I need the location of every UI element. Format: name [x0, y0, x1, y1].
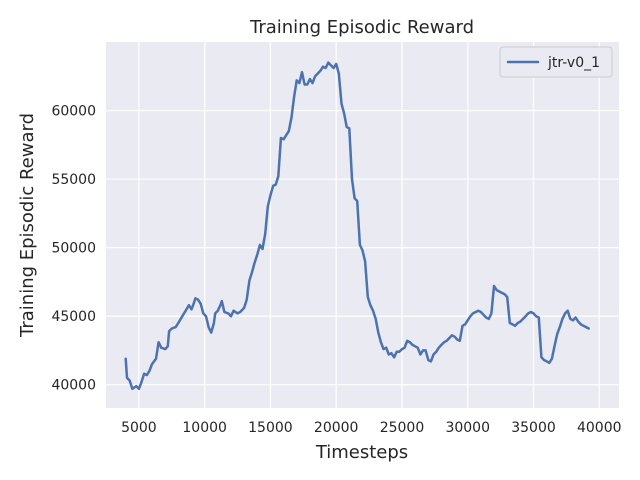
- x-tick-label: 40000: [577, 420, 622, 436]
- x-tick-label: 35000: [511, 420, 556, 436]
- y-tick-label: 55000: [51, 172, 96, 188]
- series-line-jtr-v0_1: [124, 61, 590, 391]
- chart-title: Training Episodic Reward: [249, 17, 474, 38]
- x-tick-label: 30000: [445, 420, 490, 436]
- series-layer: [124, 61, 590, 391]
- y-axis-label: Training Episodic Reward: [17, 113, 38, 338]
- y-tick-label: 50000: [51, 241, 96, 257]
- x-tick-label: 10000: [182, 420, 227, 436]
- x-tick-labels: 5000 10000 15000 20000 25000 30000 35000 40000: [121, 420, 621, 436]
- x-tick-label: 15000: [248, 420, 293, 436]
- x-tick-label: 20000: [314, 420, 359, 436]
- x-tick-label: 25000: [380, 420, 425, 436]
- y-tick-label: 60000: [51, 104, 96, 120]
- legend-label-jtr-v0_1: jtr-v0_1: [547, 55, 600, 71]
- legend-box: [499, 46, 613, 78]
- legend: jtr-v0_1: [499, 46, 613, 78]
- x-tick-label: 5000: [121, 420, 157, 436]
- y-tick-label: 40000: [51, 378, 96, 394]
- y-tick-labels: 40000 45000 50000 55000 60000: [51, 104, 96, 394]
- y-tick-label: 45000: [51, 309, 96, 325]
- x-axis-label: Timesteps: [315, 442, 408, 463]
